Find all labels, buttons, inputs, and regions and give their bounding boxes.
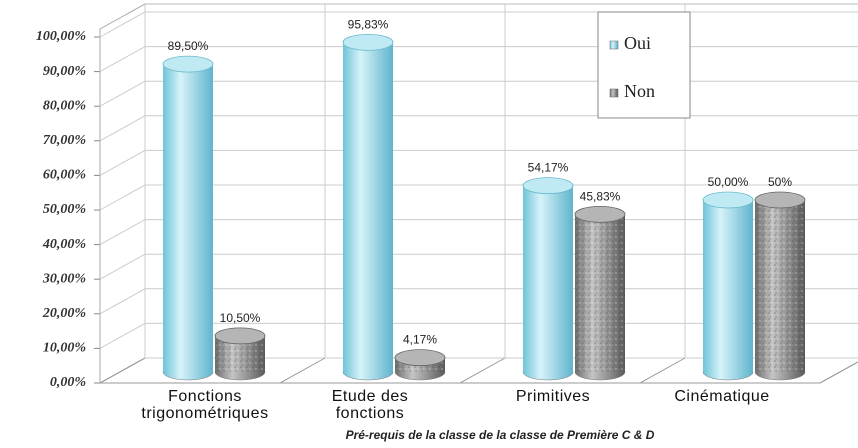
legend-swatch [609,88,619,98]
cylinder-top [214,327,266,345]
grid-line [99,46,858,73]
y-tick-label: 90,00% [43,64,86,79]
y-tick-label: 0,00% [50,375,86,390]
y-tick-label: 60,00% [43,168,86,183]
cylinder-body [163,64,213,373]
cylinder [522,177,574,381]
grid-line [99,149,858,176]
x-tick-label: Primitives [515,388,591,405]
legend-swatch [609,40,619,50]
cylinder [394,349,446,381]
category-divider [99,357,146,384]
cylinder-top [754,191,806,209]
y-tick-label: 70,00% [43,133,86,148]
y-tick-label: 50,00% [43,202,86,217]
value-label: 89,50% [168,39,209,53]
cylinder-texture [755,200,805,372]
y-tick-label: 100,00% [36,29,86,44]
legend-label: Oui [624,33,651,53]
cylinder-top [342,33,394,51]
value-label: 50,00% [708,175,749,189]
y-tick-label: 20,00% [42,306,86,321]
cylinder-body [343,42,393,373]
category-divider [459,357,506,384]
side-wall [99,3,146,384]
x-tick-label: Etude des fonctions [331,388,409,422]
category-divider [639,357,686,384]
cylinder-body [523,185,573,372]
cylinder-top [702,191,754,209]
cylinder [342,33,394,381]
x-axis-label: Pré-requis de la classe de la classe de … [345,428,655,442]
cylinder-top [522,177,574,195]
value-label: 95,83% [348,17,389,31]
cylinder [162,55,214,381]
y-tick-label: 40,00% [42,237,86,252]
y-tick-label: 30,00% [42,271,86,286]
grid-line [99,115,858,142]
category-divider [819,361,858,384]
x-tick-label: Fonctions trigonométriques [141,388,269,422]
value-label: 45,83% [580,189,621,203]
grid-line [99,80,858,107]
y-tick-label: 10,00% [43,341,86,356]
y-tick-label: 80,00% [43,98,86,113]
legend-box [597,11,691,119]
grid-line [99,11,858,38]
value-label: 4,17% [403,333,437,347]
cylinder [214,327,266,381]
cylinder-body [703,200,753,372]
value-label: 10,50% [220,311,261,325]
cylinder-top [162,55,214,73]
value-label: 54,17% [528,161,569,175]
category-divider [279,357,326,384]
cylinder [574,205,626,381]
value-label: 50% [768,175,792,189]
cylinder-top [394,349,446,367]
x-tick-label: Cinématique [674,388,770,405]
cylinder-texture [575,214,625,372]
cylinder-top [574,205,626,223]
legend-label: Non [624,81,655,101]
cylinder [754,191,806,381]
cylinder [702,191,754,381]
